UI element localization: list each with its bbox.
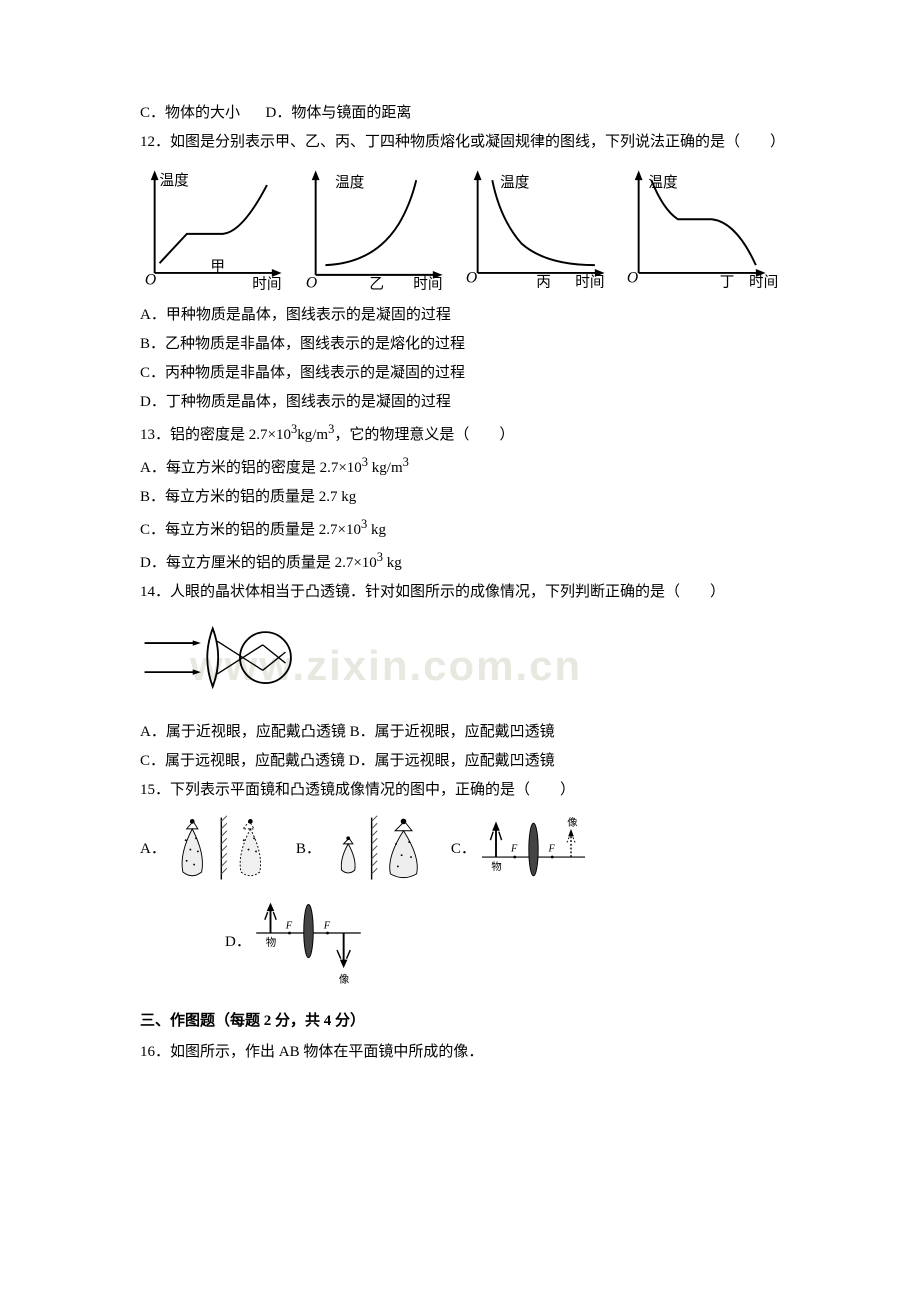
svg-text:温度: 温度	[648, 174, 678, 191]
q14-optA: A．属于近视眼，应配戴凸透镜	[140, 724, 346, 740]
q14-optCD: C．属于远视眼，应配戴凸透镜 D．属于远视眼，应配戴凹透镜	[140, 748, 780, 775]
q12-stem: 12．如图是分别表示甲、乙、丙、丁四种物质熔化或凝固规律的图线，下列说法正确的是…	[140, 129, 780, 156]
svg-text:O: O	[465, 270, 476, 287]
q15-optC: C． 物 F F 像	[451, 812, 591, 887]
q11-optD: D．物体与镜面的距离	[266, 105, 412, 121]
q12-optA: A．甲种物质是晶体，图线表示的是凝固的过程	[140, 302, 780, 329]
lens-diagram-d: 物 F F 像	[251, 895, 366, 990]
svg-text:F: F	[285, 920, 293, 931]
q13-stem: 13．铝的密度是 2.7×103kg/m3，它的物理意义是（ ）	[140, 418, 780, 449]
q14-stem: 14．人眼的晶状体相当于凸透镜．针对如图所示的成像情况，下列判断正确的是（ ）	[140, 579, 780, 606]
svg-text:O: O	[306, 275, 317, 292]
q15-optD-row: D． 物 F F 像	[225, 895, 780, 990]
chart-bing: 温度 丙 时间 O	[463, 164, 619, 294]
svg-text:O: O	[145, 272, 156, 289]
svg-text:F: F	[323, 920, 331, 931]
svg-text:甲: 甲	[210, 259, 225, 275]
q13-optB: B．每立方米的铝的质量是 2.7 kg	[140, 484, 780, 511]
svg-text:时间: 时间	[414, 276, 443, 293]
svg-text:像: 像	[567, 817, 577, 829]
eye-diagram	[140, 616, 340, 701]
q15-labelC: C．	[451, 836, 476, 863]
svg-text:时间: 时间	[575, 274, 604, 291]
svg-text:物: 物	[266, 935, 276, 948]
q15-stem: 15．下列表示平面镜和凸透镜成像情况的图中，正确的是（ ）	[140, 777, 780, 804]
q15-labelD: D．	[225, 929, 251, 956]
svg-text:F: F	[510, 843, 518, 854]
q16-stem: 16．如图所示，作出 AB 物体在平面镜中所成的像．	[140, 1039, 780, 1066]
svg-text:物: 物	[491, 860, 501, 873]
q14-optB: B．属于近视眼，应配戴凹透镜	[350, 724, 555, 740]
section3-title: 三、作图题（每题 2 分，共 4 分）	[140, 1008, 780, 1035]
svg-text:温度: 温度	[160, 172, 190, 189]
q14-optC: C．属于远视眼，应配戴凸透镜	[140, 753, 345, 769]
q12-optD: D．丁种物质是晶体，图线表示的是凝固的过程	[140, 389, 780, 416]
q13-optD: D．每立方厘米的铝的质量是 2.7×103 kg	[140, 546, 780, 577]
svg-text:丁: 丁	[719, 275, 734, 291]
q15-optA: A．	[140, 812, 286, 887]
q14-optAB: A．属于近视眼，应配戴凸透镜 B．属于近视眼，应配戴凹透镜	[140, 719, 780, 746]
q11-optC: C．物体的大小	[140, 105, 240, 121]
mirror-diagram-a	[166, 812, 286, 887]
q15-optB: B．	[296, 812, 441, 887]
svg-text:温度: 温度	[500, 174, 530, 191]
svg-text:时间: 时间	[252, 276, 281, 293]
svg-text:乙: 乙	[370, 277, 385, 293]
chart-ding: 温度 丁 时间 O	[624, 164, 780, 294]
svg-text:丙: 丙	[536, 275, 551, 291]
q15-labelB: B．	[296, 836, 321, 863]
q13-optA: A．每立方米的铝的密度是 2.7×103 kg/m3	[140, 451, 780, 482]
lens-diagram-c: 物 F F 像	[476, 812, 591, 887]
q13-optC: C．每立方米的铝的质量是 2.7×103 kg	[140, 513, 780, 544]
q12-chart-row: 温度 甲 时间 O 温度 乙 时间 O 温度 丙 时间 O 温度 丁 时间	[140, 164, 780, 294]
svg-text:时间: 时间	[749, 274, 778, 291]
q12-optB: B．乙种物质是非晶体，图线表示的是熔化的过程	[140, 331, 780, 358]
q14-optD: D．属于远视眼，应配戴凹透镜	[349, 753, 555, 769]
svg-text:O: O	[627, 270, 638, 287]
q14-diagram-area: www.zixin.com.cn	[140, 608, 780, 719]
chart-yi: 温度 乙 时间 O	[301, 164, 457, 294]
q12-optC: C．丙种物质是非晶体，图线表示的是凝固的过程	[140, 360, 780, 387]
q15-labelA: A．	[140, 836, 166, 863]
svg-text:温度: 温度	[335, 174, 365, 191]
mirror-diagram-b	[321, 812, 441, 887]
q15-options-row1: A．	[140, 812, 780, 887]
chart-jia: 温度 甲 时间 O	[140, 164, 296, 294]
q11-optC-optD: C．物体的大小 D．物体与镜面的距离	[140, 100, 780, 127]
svg-text:像: 像	[339, 973, 350, 985]
svg-text:F: F	[547, 843, 555, 854]
